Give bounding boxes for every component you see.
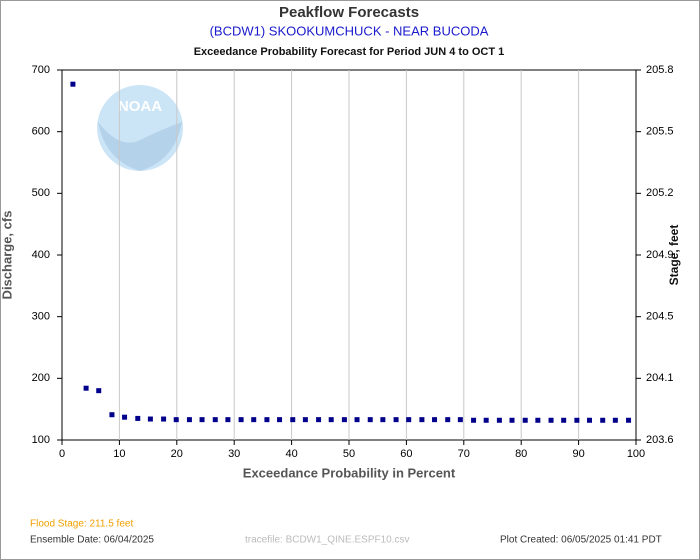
- y-tick-label: 100: [32, 434, 50, 446]
- y-tick-label: 400: [32, 249, 50, 261]
- point: [302, 417, 308, 423]
- point: [626, 417, 632, 423]
- point: [316, 417, 322, 423]
- point: [445, 417, 451, 423]
- point: [328, 417, 334, 423]
- point: [161, 416, 167, 422]
- point: [212, 417, 218, 423]
- y2-tick-label: 205.5: [646, 126, 674, 138]
- point: [548, 417, 554, 423]
- point: [96, 388, 102, 394]
- x-tick-label: 20: [171, 448, 183, 460]
- point: [238, 417, 244, 423]
- point: [600, 417, 606, 423]
- x-axis-label: Exceedance Probability in Percent: [243, 465, 456, 480]
- point: [225, 417, 231, 423]
- point: [199, 417, 205, 423]
- plot-created: Plot Created: 06/05/2025 01:41 PDT: [500, 535, 662, 546]
- point: [535, 417, 541, 423]
- y-tick-label: 600: [32, 126, 50, 138]
- x-tick-label: 10: [113, 448, 125, 460]
- y2-axis-label: Stage, feet: [667, 225, 681, 286]
- point: [509, 417, 515, 423]
- tracefile: tracefile: BCDW1_QINE.ESPF10.csv: [245, 535, 410, 546]
- y2-tick-label: 205.8: [646, 64, 674, 76]
- x-tick-label: 60: [400, 448, 412, 460]
- x-tick-label: 80: [515, 448, 527, 460]
- noaa-logo: NOAA: [97, 85, 183, 171]
- point: [457, 417, 463, 423]
- point: [587, 417, 593, 423]
- y2-tick-label: 203.6: [646, 434, 674, 446]
- point: [432, 417, 438, 423]
- point: [122, 414, 128, 420]
- point: [277, 417, 283, 423]
- point: [483, 417, 489, 423]
- svg-text:NOAA: NOAA: [118, 98, 162, 115]
- point: [341, 417, 347, 423]
- point: [147, 416, 153, 422]
- point: [173, 417, 179, 423]
- point: [290, 417, 296, 423]
- x-tick-label: 0: [59, 448, 65, 460]
- point: [251, 417, 257, 423]
- point: [471, 417, 477, 423]
- x-tick-label: 50: [343, 448, 355, 460]
- x-tick-label: 90: [572, 448, 584, 460]
- x-tick-label: 40: [285, 448, 297, 460]
- ensemble-date: Ensemble Date: 06/04/2025: [30, 535, 154, 546]
- point: [419, 417, 425, 423]
- point: [496, 417, 502, 423]
- point: [380, 417, 386, 423]
- point: [354, 417, 360, 423]
- x-tick-label: 100: [627, 448, 645, 460]
- point: [522, 417, 528, 423]
- point: [83, 385, 89, 391]
- y2-tick-label: 205.2: [646, 187, 674, 199]
- point: [135, 415, 141, 421]
- y2-tick-label: 204.9: [646, 249, 674, 261]
- point: [406, 417, 412, 423]
- point: [561, 417, 567, 423]
- y-tick-label: 500: [32, 187, 50, 199]
- y-tick-label: 300: [32, 311, 50, 323]
- point: [367, 417, 373, 423]
- y2-tick-label: 204.5: [646, 311, 674, 323]
- point: [393, 417, 399, 423]
- point: [264, 417, 270, 423]
- period-text: Exceedance Probability Forecast for Peri…: [194, 46, 505, 58]
- y-tick-label: 200: [32, 372, 50, 384]
- y-tick-label: 700: [32, 64, 50, 76]
- y2-tick-label: 204.1: [646, 372, 674, 384]
- y-axis-label: Discharge, cfs: [0, 211, 14, 300]
- x-tick-label: 70: [458, 448, 470, 460]
- chart-subtitle: (BCDW1) SKOOKUMCHUCK - NEAR BUCODA: [210, 23, 489, 38]
- x-tick-label: 30: [228, 448, 240, 460]
- point: [109, 412, 115, 418]
- point: [612, 417, 618, 423]
- point: [186, 417, 192, 423]
- flood-stage: Flood Stage: 211.5 feet: [30, 519, 133, 530]
- point: [574, 417, 580, 423]
- point: [70, 81, 76, 87]
- chart-title: Peakflow Forecasts: [279, 4, 419, 21]
